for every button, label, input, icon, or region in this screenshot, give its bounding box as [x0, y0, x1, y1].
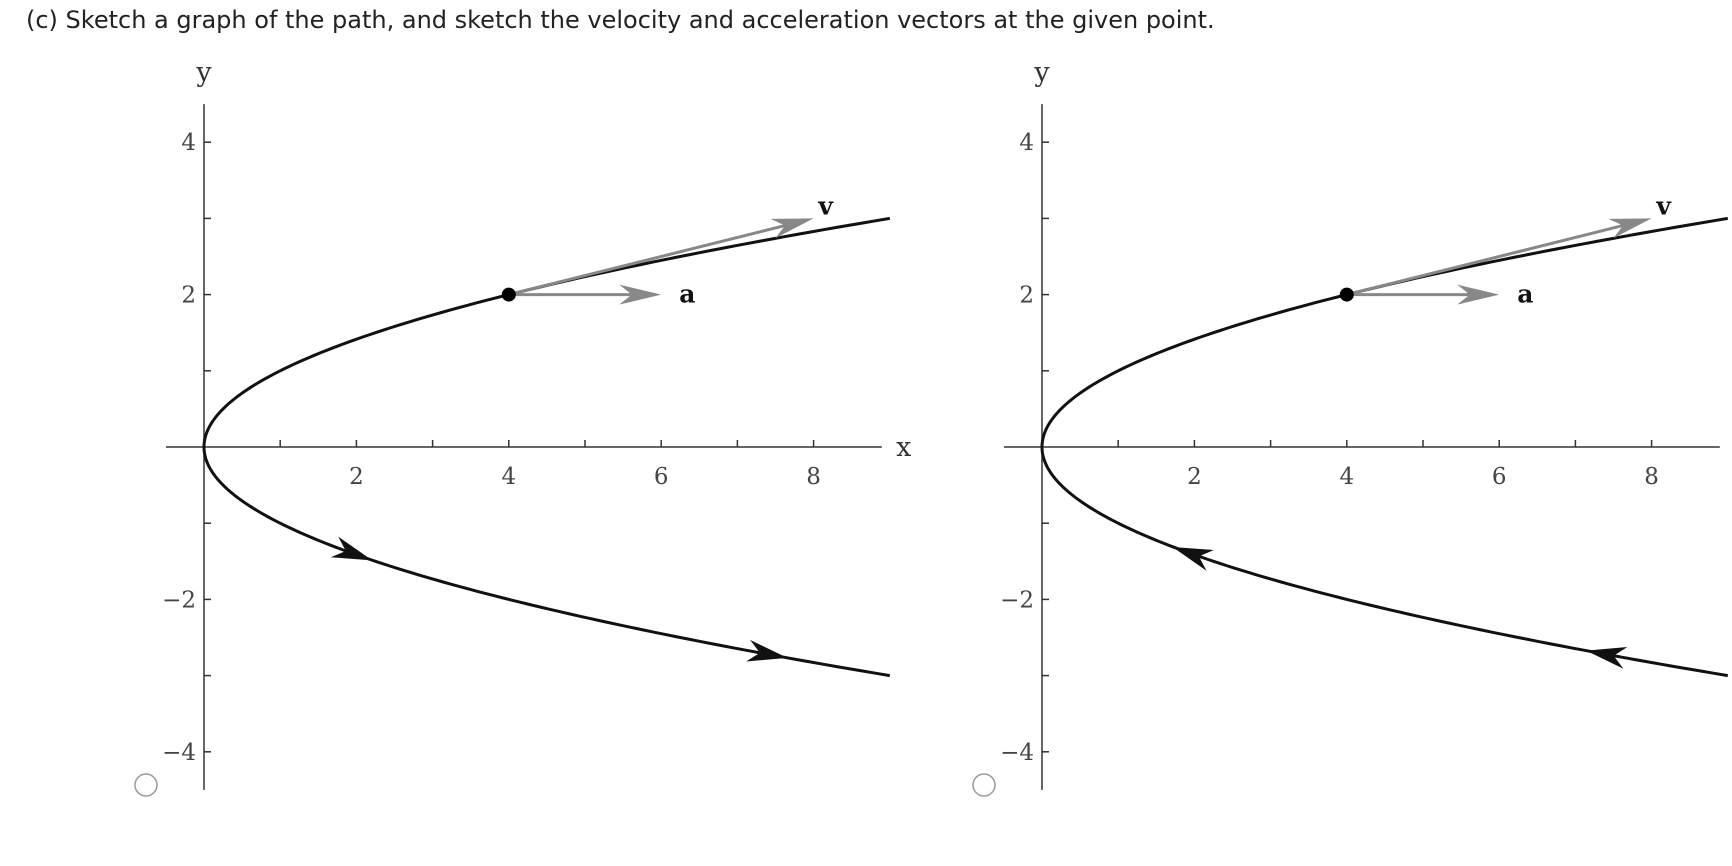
velocity-vector-head	[1608, 218, 1652, 239]
acceleration-vector-head	[619, 284, 662, 305]
x-tick-label: 8	[1644, 464, 1659, 490]
direction-arrow	[1172, 546, 1214, 571]
y-axis-label: y	[195, 57, 212, 88]
y-tick-label: −4	[162, 740, 196, 766]
y-tick-label: −2	[1000, 587, 1034, 613]
velocity-label: v	[817, 191, 834, 220]
direction-arrow	[330, 536, 373, 561]
given-point	[501, 287, 516, 302]
y-axis-label: y	[1033, 57, 1050, 88]
acceleration-label: a	[1517, 280, 1533, 309]
y-tick-label: 4	[1019, 130, 1034, 156]
velocity-label: v	[1655, 191, 1672, 220]
x-tick-label: 4	[1339, 464, 1354, 490]
x-tick-label: 8	[806, 464, 821, 490]
acceleration-label: a	[679, 280, 695, 309]
x-tick-label: 6	[1492, 464, 1507, 490]
direction-arrow	[746, 639, 788, 662]
y-tick-label: 2	[181, 283, 196, 309]
y-tick-label: −2	[162, 587, 196, 613]
option-graph: x y 2 4 6 8 4 2 −2 −4 v a	[162, 57, 911, 790]
velocity-vector	[1346, 221, 1634, 297]
y-tick-label: 4	[181, 130, 196, 156]
x-tick-label: 2	[349, 464, 364, 490]
x-axis-label: x	[896, 432, 911, 463]
x-tick-label: 4	[501, 464, 516, 490]
radio-button[interactable]	[972, 773, 996, 797]
velocity-vector-head	[770, 218, 814, 239]
question-text: (c) Sketch a graph of the path, and sket…	[26, 6, 1215, 34]
x-tick-label: 2	[1187, 464, 1202, 490]
y-tick-label: −4	[1000, 740, 1034, 766]
radio-button[interactable]	[134, 773, 158, 797]
x-tick-label: 6	[654, 464, 669, 490]
y-tick-label: 2	[1019, 283, 1034, 309]
given-point	[1339, 287, 1354, 302]
velocity-vector	[508, 221, 796, 297]
direction-arrow	[1586, 647, 1628, 669]
acceleration-vector-head	[1457, 284, 1500, 305]
